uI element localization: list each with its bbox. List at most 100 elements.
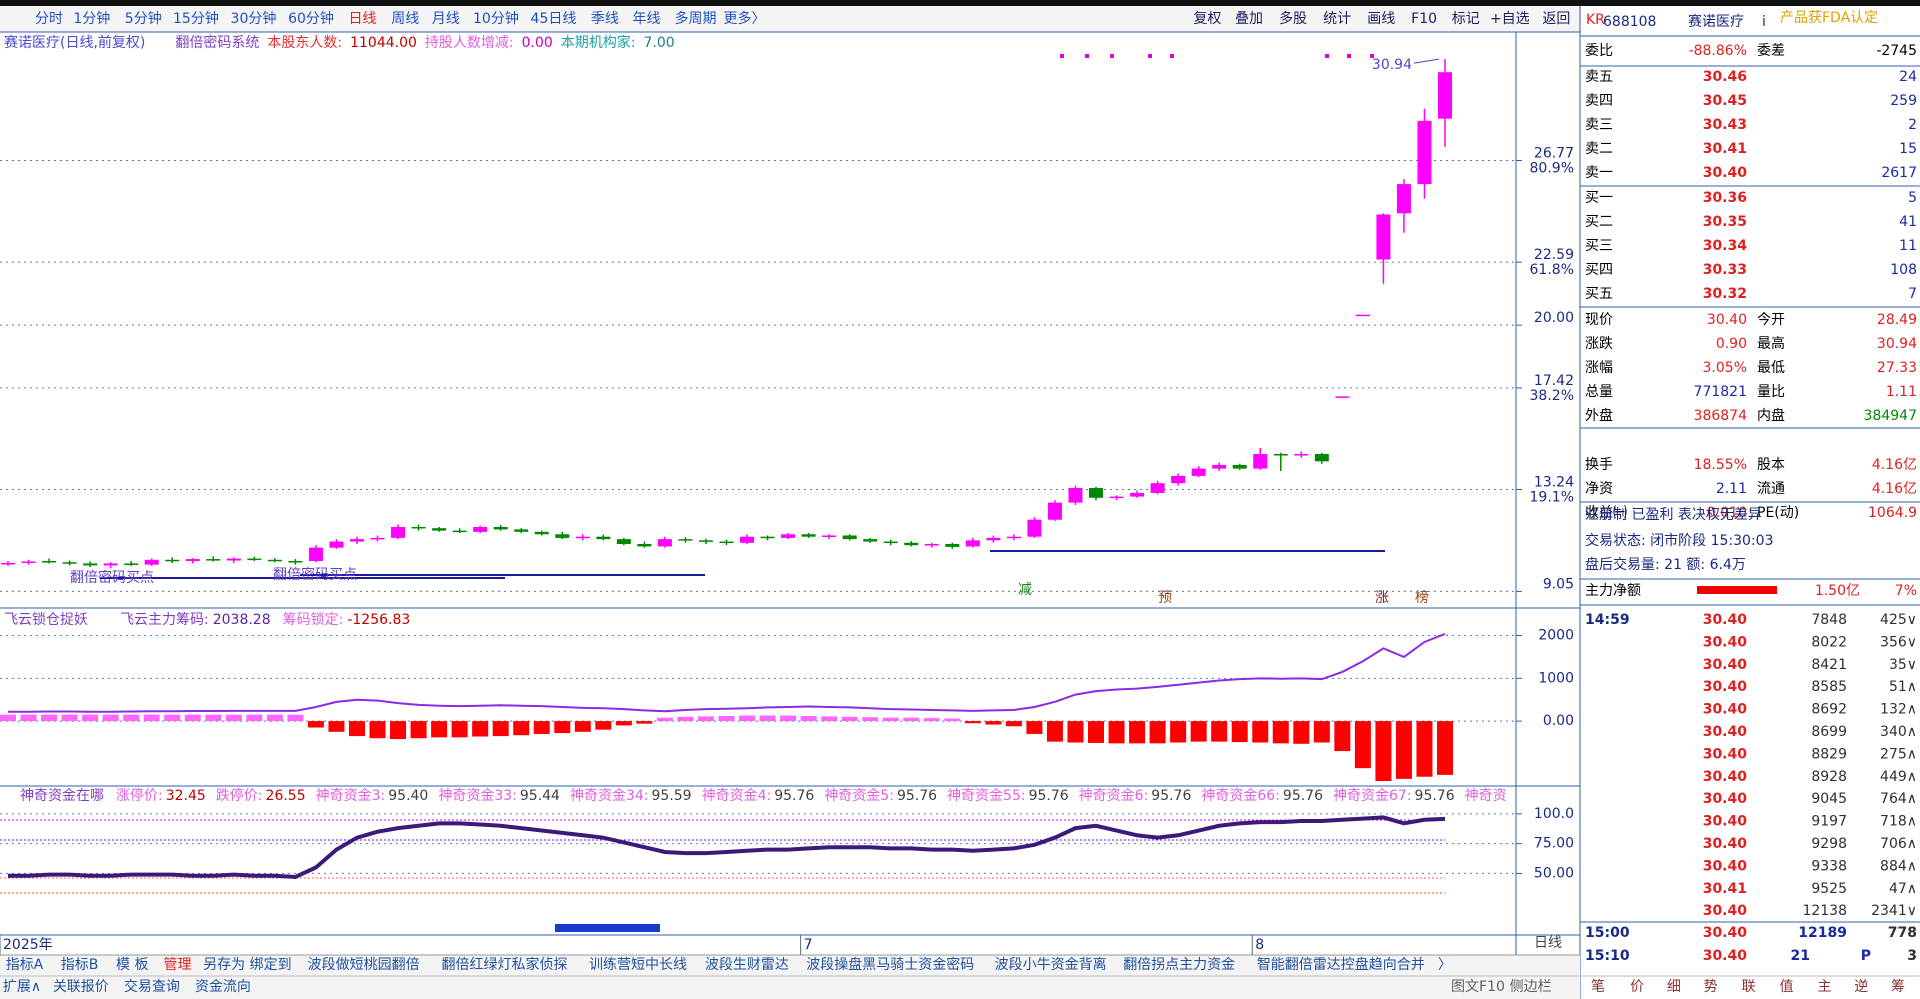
bar (615, 721, 632, 726)
legend-name: 飞云主力筹码: (120, 611, 209, 628)
period-tab[interactable]: 周线 (391, 11, 419, 27)
candle-body (226, 558, 241, 561)
candle-body (370, 537, 385, 540)
info-text: 翻倍密码系统 (175, 34, 259, 51)
bottom-tab[interactable]: 扩展∧ (3, 979, 41, 995)
quote-tab[interactable]: 笔 (1591, 979, 1605, 995)
price: 30.41 (1703, 881, 1747, 897)
value: 2.11 (1716, 481, 1747, 497)
indicator-tab[interactable]: 管理 (164, 957, 192, 973)
bar (61, 714, 78, 722)
legend-name: 神奇资金34: (570, 787, 649, 804)
quote-tab[interactable]: 细 (1667, 979, 1681, 995)
bar (1211, 721, 1228, 742)
label: 总量 (1585, 384, 1613, 400)
bar (1375, 721, 1392, 782)
period-tab[interactable]: 1分钟 (73, 10, 110, 27)
value: 0.90 (1716, 336, 1747, 352)
price: 30.40 (1703, 858, 1748, 874)
indicator-tab[interactable]: 波段操盘黑马骑士资金密码 (806, 956, 974, 973)
indicator-tab[interactable]: 〉 (1438, 957, 1452, 973)
toolbar-button[interactable]: +自选 (1490, 11, 1530, 27)
legend-name: 神奇资金6: (1079, 787, 1149, 804)
quote-tab[interactable]: 筹 (1891, 978, 1905, 995)
bottom-tab[interactable]: 图文F10 (1451, 979, 1505, 995)
bottom-tab[interactable]: 资金流向 (195, 979, 251, 995)
toolbar-button[interactable]: 画线 (1367, 11, 1395, 27)
toolbar-button[interactable]: 叠加 (1235, 11, 1263, 27)
candle-body (103, 563, 118, 566)
bar (533, 721, 550, 734)
quote-tab[interactable]: 联 (1742, 979, 1756, 995)
period-tab[interactable]: 45日线 (531, 11, 577, 27)
period-tab[interactable]: 5分钟 (125, 10, 162, 27)
candle-body (1396, 184, 1411, 214)
bottom-tab[interactable]: 侧边栏 (1510, 979, 1552, 995)
indicator-tab[interactable]: 波段做短桃园翻倍 (308, 957, 420, 973)
indicator-tab[interactable]: 波段生财雷达 (705, 957, 789, 973)
bar (348, 721, 365, 737)
value: -88.86% (1689, 43, 1747, 59)
indicator-tab[interactable]: 训练营短中长线 (589, 957, 687, 973)
quote-tab[interactable]: 逆 (1854, 979, 1868, 995)
quote-tab[interactable]: 值 (1780, 979, 1794, 995)
bar (697, 716, 714, 722)
indicator-tab[interactable]: 波段小牛资金背离 (995, 956, 1107, 973)
period-tab[interactable]: 日线 (348, 11, 376, 27)
indicator-tab[interactable]: 另存为 (203, 957, 245, 973)
period-tab[interactable]: 60分钟 (288, 10, 334, 27)
info-text: 持股人数增减: (425, 35, 514, 51)
period-tab[interactable]: 多周期 (675, 10, 717, 27)
price: 30.40 (1703, 702, 1748, 718)
toolbar-button[interactable]: 返回 (1542, 11, 1570, 27)
period-tab[interactable]: 月线 (432, 11, 460, 27)
candle-body (1089, 488, 1104, 498)
bottom-tab[interactable]: 关联报价 (53, 979, 109, 995)
quote-tab[interactable]: 主 (1818, 979, 1832, 995)
volume: 11 (1899, 238, 1917, 254)
indicator-tab[interactable]: 指标A (6, 957, 44, 973)
indicator-tab[interactable]: 智能翻倍雷达控盘趋向合并 (1257, 956, 1425, 973)
toolbar-button[interactable]: 统计 (1323, 11, 1351, 27)
candle-body (1376, 214, 1391, 260)
volume: 8421 (1811, 657, 1847, 673)
toolbar-button[interactable]: 多股 (1279, 10, 1307, 27)
candle-body (1109, 496, 1124, 499)
volume: 15 (1899, 141, 1917, 157)
price: 30.40 (1703, 165, 1748, 181)
indicator-tab[interactable]: 模 板 (116, 957, 148, 973)
candle-body (1006, 536, 1021, 539)
toolbar-button[interactable]: 标记 (1452, 11, 1480, 27)
period-tab[interactable]: 15分钟 (173, 10, 219, 27)
indicator-tab[interactable]: 指标B (61, 957, 99, 973)
legend-name: 神奇资金67: (1333, 787, 1412, 804)
toolbar-button[interactable]: F10 (1411, 11, 1437, 27)
period-tab[interactable]: 分时 (35, 11, 63, 27)
quote-tab[interactable]: 价 (1630, 979, 1644, 995)
bar (246, 714, 263, 722)
indicator-tab[interactable]: 翻倍拐点主力资金 (1123, 957, 1235, 973)
period-tab[interactable]: 30分钟 (231, 10, 277, 27)
period-tab[interactable]: 年线 (633, 11, 661, 27)
indicator-tab[interactable]: 翻倍红绿灯私家侦探 (441, 956, 567, 973)
bar (390, 721, 407, 740)
volume: 5 (1908, 190, 1917, 206)
period-tab[interactable]: 10分钟 (473, 10, 519, 27)
label: 买一 (1585, 190, 1613, 206)
label: 外盘 (1585, 407, 1613, 424)
stock-name: 赛诺医疗 (1688, 14, 1744, 30)
price: 30.40 (1703, 724, 1748, 740)
period-tab[interactable]: 季线 (591, 11, 619, 27)
candle-body (863, 539, 878, 542)
quote-tab[interactable]: 势 (1704, 979, 1718, 995)
bottom-tab[interactable]: 交易查询 (124, 978, 180, 995)
toolbar-button[interactable]: 复权 (1193, 10, 1221, 27)
bar (1108, 721, 1125, 744)
y-tick-label: 0.00 (1543, 713, 1574, 729)
volume: 9525 (1811, 881, 1847, 897)
candle-body (329, 541, 344, 548)
value: 1.11 (1886, 384, 1917, 400)
period-tab[interactable]: 更多〉 (723, 10, 765, 27)
change: 35∨ (1889, 657, 1917, 673)
indicator-tab[interactable]: 绑定到 (250, 957, 292, 973)
